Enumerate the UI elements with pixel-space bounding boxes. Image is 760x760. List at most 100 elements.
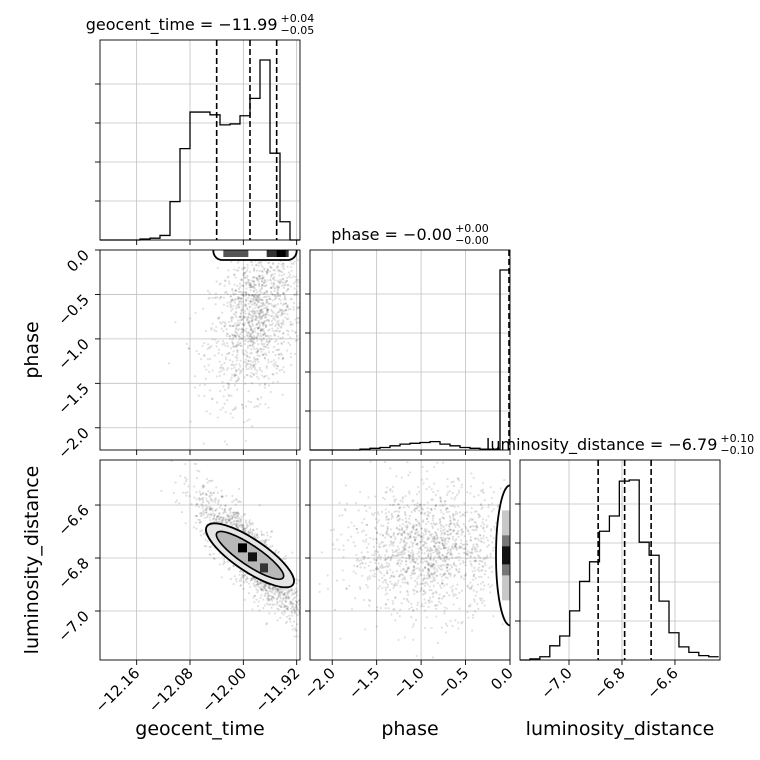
sample-point	[439, 573, 442, 576]
sample-point	[279, 605, 283, 609]
sample-point	[410, 510, 413, 514]
sample-point	[211, 338, 214, 341]
sample-point	[202, 509, 205, 512]
sample-point	[359, 566, 362, 569]
sample-point	[386, 528, 389, 531]
sample-point	[261, 304, 264, 307]
sample-point	[245, 292, 248, 296]
sample-point	[212, 517, 216, 520]
sample-point	[414, 585, 417, 588]
sample-point	[466, 549, 469, 553]
sample-point	[288, 614, 291, 617]
sample-point	[290, 352, 293, 355]
sample-point	[247, 312, 250, 315]
sample-point	[430, 488, 433, 491]
sample-point	[241, 338, 244, 341]
sample-point	[272, 359, 275, 362]
sample-point	[236, 523, 239, 526]
sample-point	[412, 528, 416, 531]
sample-point	[224, 411, 227, 414]
density-cell	[223, 250, 249, 257]
sample-point	[275, 591, 278, 594]
sample-point	[356, 565, 359, 568]
sample-point	[254, 578, 257, 581]
sample-point	[218, 517, 221, 521]
sample-point	[241, 523, 244, 526]
sample-point	[285, 620, 288, 623]
sample-point	[275, 588, 278, 591]
sample-point	[255, 598, 258, 601]
sample-point	[427, 520, 430, 523]
sample-point	[411, 569, 414, 572]
sample-point	[335, 579, 339, 582]
sample-point	[290, 587, 294, 591]
sample-point	[435, 568, 438, 571]
sample-point	[379, 533, 382, 536]
sample-point	[236, 519, 239, 522]
sample-point	[492, 615, 495, 618]
sample-point	[391, 515, 394, 519]
sample-point	[276, 365, 280, 368]
sample-point	[194, 514, 197, 517]
sample-point	[418, 524, 421, 527]
sample-point	[272, 277, 275, 280]
sample-point	[272, 586, 275, 589]
sample-point	[393, 531, 396, 535]
sample-point	[279, 590, 282, 593]
sample-point	[215, 280, 218, 283]
sample-point	[245, 355, 248, 358]
sample-point	[225, 334, 228, 338]
sample-point	[474, 521, 477, 524]
sample-point	[212, 492, 215, 495]
sample-point	[367, 564, 370, 567]
sample-point	[231, 494, 234, 498]
sample-point	[252, 294, 255, 297]
sample-point	[278, 353, 281, 356]
sample-point	[253, 584, 256, 587]
sample-point	[491, 541, 494, 544]
sample-point	[204, 377, 208, 380]
sample-point	[231, 409, 234, 412]
sample-point	[204, 509, 207, 512]
sample-point	[373, 558, 376, 561]
sample-point	[222, 517, 225, 520]
sample-point	[429, 558, 432, 561]
sample-point	[202, 307, 205, 310]
sample-point	[370, 512, 374, 515]
sample-point	[247, 359, 250, 363]
sample-point	[230, 514, 233, 517]
sample-point	[422, 590, 425, 593]
sample-point	[265, 543, 268, 546]
sample-point	[454, 542, 457, 545]
sample-point	[253, 336, 256, 339]
sample-point	[431, 498, 434, 501]
sample-point	[383, 578, 386, 582]
sample-point	[271, 599, 274, 602]
sample-point	[420, 573, 423, 576]
sample-point	[410, 615, 413, 619]
sample-point	[226, 515, 229, 518]
sample-point	[433, 579, 437, 582]
sample-point	[419, 545, 422, 549]
sample-point	[446, 536, 449, 539]
sample-point	[277, 319, 280, 322]
sample-point	[239, 500, 242, 504]
sample-point	[368, 599, 372, 602]
sample-point	[214, 509, 217, 512]
sample-point	[385, 592, 389, 595]
sample-point	[429, 511, 432, 514]
sample-point	[422, 543, 425, 547]
sample-point	[261, 329, 264, 332]
sample-point	[263, 320, 266, 323]
sample-point	[195, 349, 198, 353]
sample-point	[243, 266, 246, 269]
sample-point	[230, 260, 233, 264]
sample-point	[264, 587, 267, 590]
sample-point	[258, 582, 261, 585]
sample-point	[250, 320, 253, 323]
sample-point	[473, 525, 476, 528]
sample-point	[215, 325, 218, 329]
sample-point	[235, 577, 238, 581]
sample-point	[205, 368, 208, 371]
sample-point	[198, 521, 201, 524]
